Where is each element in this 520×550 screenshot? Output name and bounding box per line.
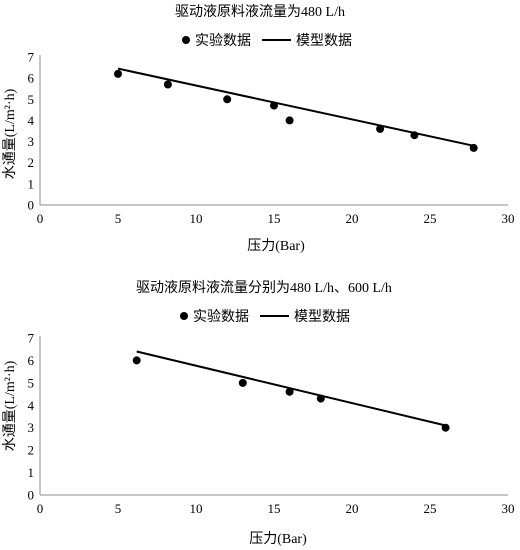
chart-panel-1: 驱动液原料液流量为480 L/h 实验数据 模型数据 0 5 10 15 20 25 30 0… — [2, 4, 515, 254]
data-point — [270, 101, 278, 110]
x-tick-label: 30 — [502, 501, 515, 516]
x-tick-label: 5 — [115, 501, 122, 516]
legend: 实验数据 模型数据 — [182, 33, 352, 49]
y-tick-label: 4 — [28, 113, 35, 128]
data-point — [410, 131, 419, 140]
data-point — [223, 95, 232, 104]
data-point — [285, 116, 294, 125]
data-point — [238, 378, 247, 387]
y-tick-label: 1 — [28, 465, 35, 480]
data-point — [469, 143, 478, 152]
x-tick-label: 0 — [37, 501, 44, 516]
data-point — [163, 80, 172, 89]
chart-title: 驱动液原料液流量分别为480 L/h、600 L/h — [136, 280, 392, 296]
x-tick-label: 25 — [424, 501, 437, 516]
legend-label-experiment: 实验数据 — [193, 309, 249, 325]
legend-label-model: 模型数据 — [296, 33, 352, 49]
y-tick-label: 0 — [28, 488, 35, 503]
legend: 实验数据 模型数据 — [180, 309, 350, 325]
x-tick-label: 15 — [268, 211, 281, 226]
x-tick-label: 5 — [115, 211, 122, 226]
x-tick-label: 0 — [37, 211, 44, 226]
y-tick-label: 1 — [28, 176, 35, 191]
x-tick-label: 10 — [190, 211, 203, 226]
x-tick-label: 20 — [346, 501, 359, 516]
y-tick-label: 7 — [28, 50, 35, 65]
x-tick-label: 30 — [502, 211, 515, 226]
legend-marker-experiment — [182, 36, 190, 44]
data-marks — [132, 350, 450, 432]
y-axis-title: 水通量(L/m²·h) — [2, 88, 18, 179]
data-point — [316, 394, 325, 403]
model-line — [117, 67, 474, 147]
y-tick-label: 6 — [28, 71, 35, 86]
y-tick-label: 2 — [28, 443, 35, 458]
chart-1-svg: 驱动液原料液流量为480 L/h 实验数据 模型数据 0 5 10 15 20 25 300… — [2, 4, 515, 254]
legend-label-experiment: 实验数据 — [195, 33, 251, 49]
x-tick-label: 10 — [190, 501, 203, 516]
data-point — [285, 387, 294, 396]
x-tick-label: 20 — [346, 211, 359, 226]
chart-2-svg: 驱动液原料液流量分别为480 L/h、600 L/h 实验数据 模型数据 0 5 1… — [2, 280, 515, 547]
axes: 0 5 10 15 20 25 30 0 1 2 3 4 5 6 7 — [28, 331, 515, 517]
chart-panel-2: 驱动液原料液流量分别为480 L/h、600 L/h 实验数据 模型数据 0 5 1… — [0, 275, 520, 550]
data-point — [441, 423, 450, 432]
legend-label-model: 模型数据 — [294, 309, 350, 325]
y-tick-label: 3 — [28, 420, 35, 435]
x-axis-title: 压力(Bar) — [247, 238, 305, 254]
x-axis-title: 压力(Bar) — [249, 531, 307, 547]
y-tick-label: 3 — [28, 134, 35, 149]
x-tick-label: 15 — [268, 501, 281, 516]
data-point — [376, 124, 385, 133]
data-marks — [114, 67, 478, 152]
y-tick-label: 5 — [28, 92, 35, 107]
chart-title: 驱动液原料液流量为480 L/h — [175, 4, 345, 20]
data-point — [132, 356, 141, 365]
y-tick-label: 2 — [28, 155, 35, 170]
y-tick-label: 7 — [28, 331, 35, 346]
y-tick-label: 6 — [28, 353, 35, 368]
legend-marker-experiment — [180, 312, 188, 320]
y-axis-title: 水通量(L/m²·h) — [2, 360, 18, 451]
y-tick-label: 0 — [28, 198, 35, 213]
x-tick-label: 25 — [424, 211, 437, 226]
y-tick-label: 4 — [28, 398, 35, 413]
y-tick-label: 5 — [28, 375, 35, 390]
data-point — [114, 69, 122, 78]
axes: 0 5 10 15 20 25 30 0 1 2 3 4 5 6 7 — [28, 50, 515, 227]
